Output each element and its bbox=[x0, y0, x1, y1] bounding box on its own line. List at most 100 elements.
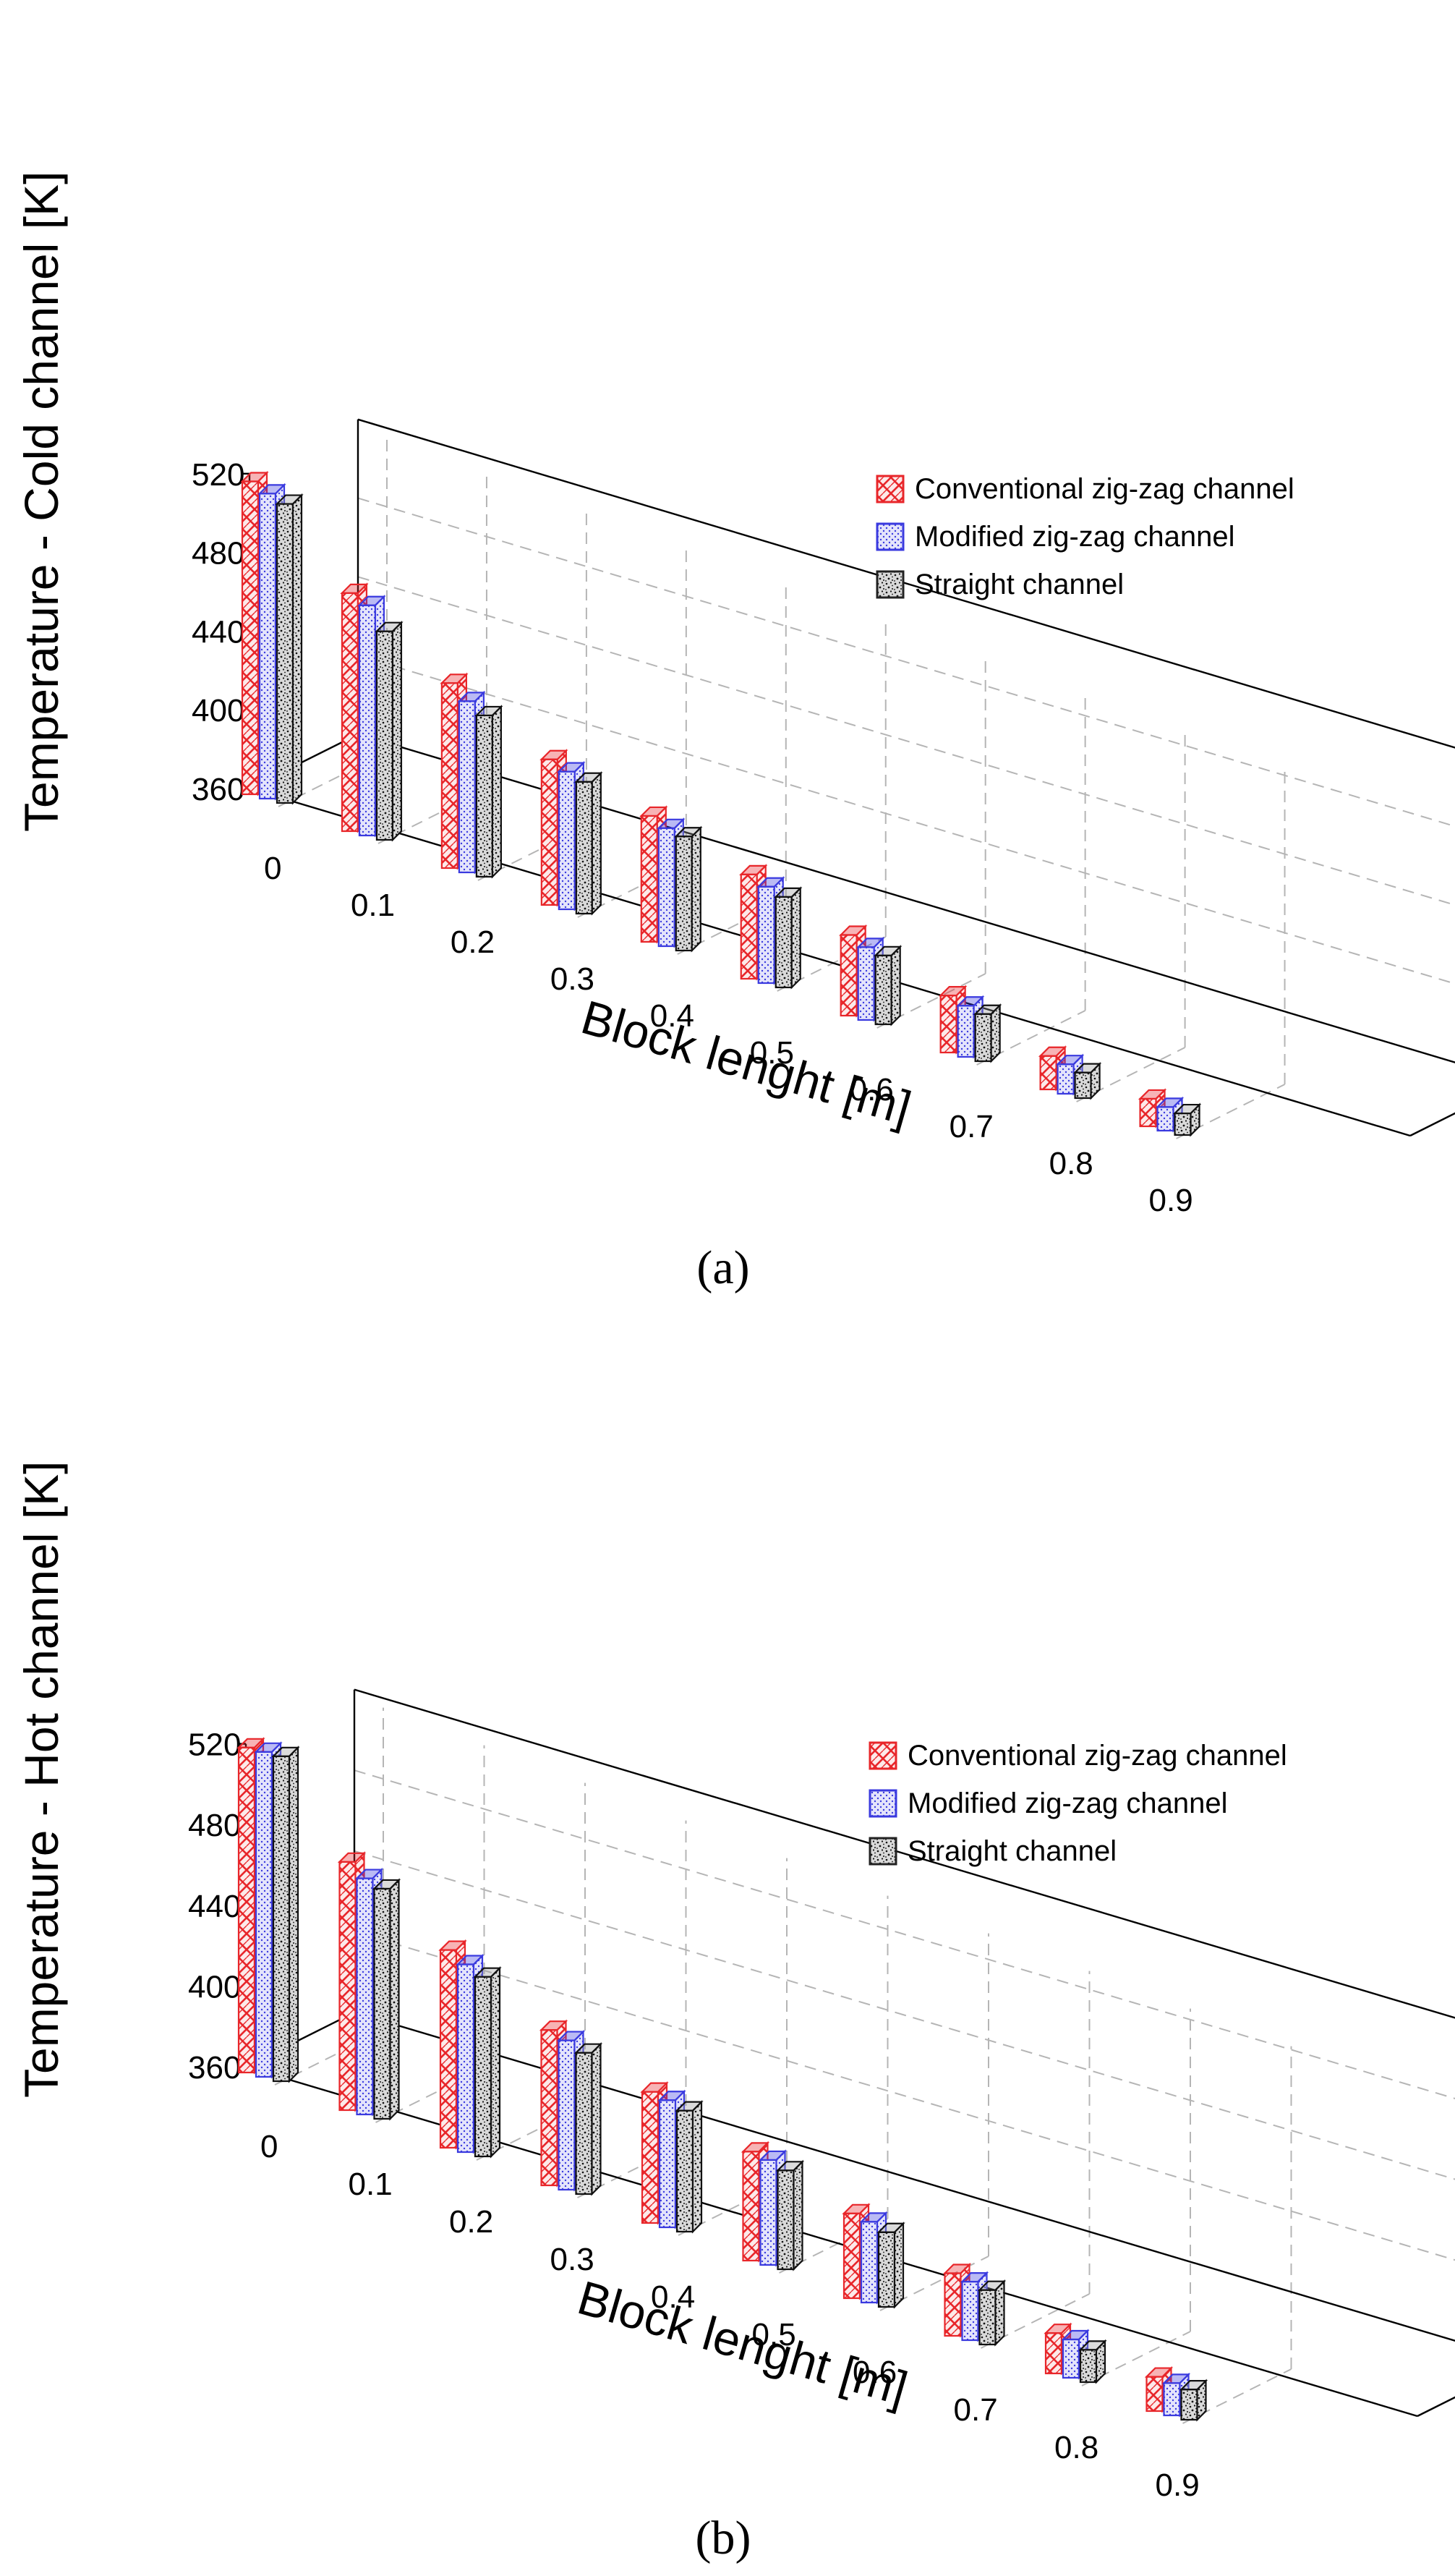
legend-label-conventional: Conventional zig-zag channel bbox=[908, 1740, 1287, 1772]
bar-front bbox=[675, 836, 693, 952]
bar-top bbox=[1055, 1055, 1085, 1066]
bar-front bbox=[1156, 1106, 1174, 1132]
gridline-y bbox=[357, 418, 1455, 749]
bar-top bbox=[973, 1004, 1002, 1015]
panel-b-hot-channel: 360 400 440 480 520 0 0.1 0.2 0.3 0.4 0.5 0.6 0.7 0.8… bbox=[14, 1461, 1455, 2564]
bar-front bbox=[641, 2091, 660, 2224]
bar-black-speckle-0.7 bbox=[977, 2279, 1007, 2347]
x-tick-label: 0.9 bbox=[1149, 1183, 1193, 1218]
legend-label-modified: Modified zig-zag channel bbox=[915, 521, 1234, 553]
x-tick-label: 0.6 bbox=[853, 2355, 897, 2390]
bar-front bbox=[1062, 2338, 1080, 2379]
bar-top bbox=[739, 864, 768, 875]
bar-front bbox=[640, 815, 658, 943]
axis-frame-line bbox=[357, 733, 1455, 1063]
bar-front bbox=[874, 954, 892, 1026]
y-axis-title: Temperature - Hot channel [K] bbox=[14, 1461, 68, 2098]
gridline-y bbox=[354, 1850, 1455, 2180]
bar-front bbox=[475, 714, 494, 878]
x-tick-label: 0.1 bbox=[349, 2167, 393, 2202]
legend-item-straight: Straight channel bbox=[869, 1835, 1117, 1867]
bar-top bbox=[741, 2142, 770, 2153]
y-tick-label: 480 bbox=[188, 1808, 241, 1843]
x-tick-label: 0.2 bbox=[449, 2204, 493, 2240]
bar-top bbox=[357, 595, 386, 606]
bar-top bbox=[473, 1967, 502, 1978]
legend-swatch-straight bbox=[869, 1837, 897, 1866]
bar-top bbox=[254, 1742, 283, 1753]
bar-side bbox=[691, 825, 701, 953]
y-tick-label: 360 bbox=[188, 2050, 241, 2086]
bar-black-speckle-0.1 bbox=[375, 621, 404, 842]
bar-top bbox=[874, 945, 903, 956]
bar-side bbox=[490, 1966, 501, 2159]
y-tick-label: 360 bbox=[192, 772, 244, 807]
bar-front bbox=[944, 2272, 962, 2337]
bar-top bbox=[942, 2263, 972, 2274]
bar-top bbox=[275, 494, 304, 505]
gridline-y bbox=[357, 655, 1455, 985]
legend-item-conventional: Conventional zig-zag channel bbox=[876, 473, 1294, 505]
bar-top bbox=[657, 2091, 686, 2101]
bar-top bbox=[1078, 2340, 1107, 2351]
bar-black-speckle-0.2 bbox=[473, 1966, 502, 2159]
bar-front bbox=[757, 885, 775, 985]
bar-black-speckle-0.6 bbox=[876, 2222, 905, 2309]
bar-front bbox=[272, 1755, 291, 2083]
x-tick-label: 0.7 bbox=[954, 2392, 998, 2428]
bar-front bbox=[1079, 2349, 1098, 2384]
legend-swatch-straight bbox=[876, 570, 905, 599]
bar-front bbox=[675, 2109, 694, 2233]
bar-top bbox=[456, 1955, 485, 1965]
bar-top bbox=[1038, 1046, 1067, 1057]
panel-label-b: (b) bbox=[696, 2512, 751, 2564]
bar-side bbox=[893, 2222, 905, 2309]
bar-black-speckle-0.3 bbox=[574, 771, 603, 916]
bar-top bbox=[758, 2150, 788, 2161]
x-tick-label: 0.6 bbox=[850, 1072, 894, 1108]
legend-swatch-conventional bbox=[876, 475, 905, 503]
x-tick-label: 0.8 bbox=[1054, 2430, 1098, 2465]
bar-side bbox=[994, 2279, 1005, 2347]
bar-top bbox=[775, 2161, 805, 2172]
y-tick-label: 440 bbox=[188, 1889, 241, 1924]
panel-a-cold-channel: 360 400 440 480 520 0 0.1 0.2 0.3 0.4 0.5 0.6 0.7 0.8… bbox=[14, 171, 1455, 1294]
bar-front bbox=[658, 2099, 677, 2229]
bar-top bbox=[639, 806, 668, 817]
axis-frame-line bbox=[357, 418, 1455, 749]
gridline-y bbox=[357, 497, 1455, 828]
bar-top bbox=[675, 2101, 704, 2112]
bar-front bbox=[558, 2039, 576, 2191]
bar-front bbox=[1074, 1071, 1092, 1100]
bar-top bbox=[674, 827, 703, 838]
legend-item-straight: Straight channel bbox=[876, 569, 1124, 600]
bar-side bbox=[288, 1746, 299, 2083]
bar-front bbox=[1145, 2376, 1164, 2413]
bar-side bbox=[793, 2159, 803, 2271]
bar-front bbox=[1180, 2389, 1198, 2421]
bar-front bbox=[742, 2151, 760, 2262]
bar-front bbox=[241, 480, 260, 796]
legend-label-straight: Straight channel bbox=[908, 1835, 1117, 1867]
bar-side bbox=[291, 493, 303, 805]
bar-black-speckle-0.5 bbox=[775, 2159, 805, 2271]
bar-front bbox=[961, 2280, 979, 2342]
bar-black-speckle-0.3 bbox=[573, 2042, 603, 2196]
bar-top bbox=[240, 472, 269, 483]
bar-black-speckle-0.2 bbox=[474, 705, 503, 879]
legend-swatch-modified bbox=[876, 522, 905, 551]
bar-side bbox=[591, 771, 602, 916]
bar-side bbox=[391, 621, 403, 842]
x-tick-label: 0.7 bbox=[950, 1109, 994, 1144]
bar-front bbox=[740, 873, 758, 980]
bar-top bbox=[1172, 1103, 1202, 1115]
bar-front bbox=[456, 1963, 475, 2154]
axis-frame-line bbox=[354, 1688, 1455, 2019]
bar-top bbox=[372, 1879, 401, 1890]
bar-top bbox=[354, 1869, 384, 1879]
bar-front bbox=[1039, 1055, 1057, 1091]
bar-top bbox=[1072, 1063, 1102, 1074]
legend-swatch-modified bbox=[869, 1789, 897, 1818]
bar-front bbox=[1139, 1097, 1157, 1128]
